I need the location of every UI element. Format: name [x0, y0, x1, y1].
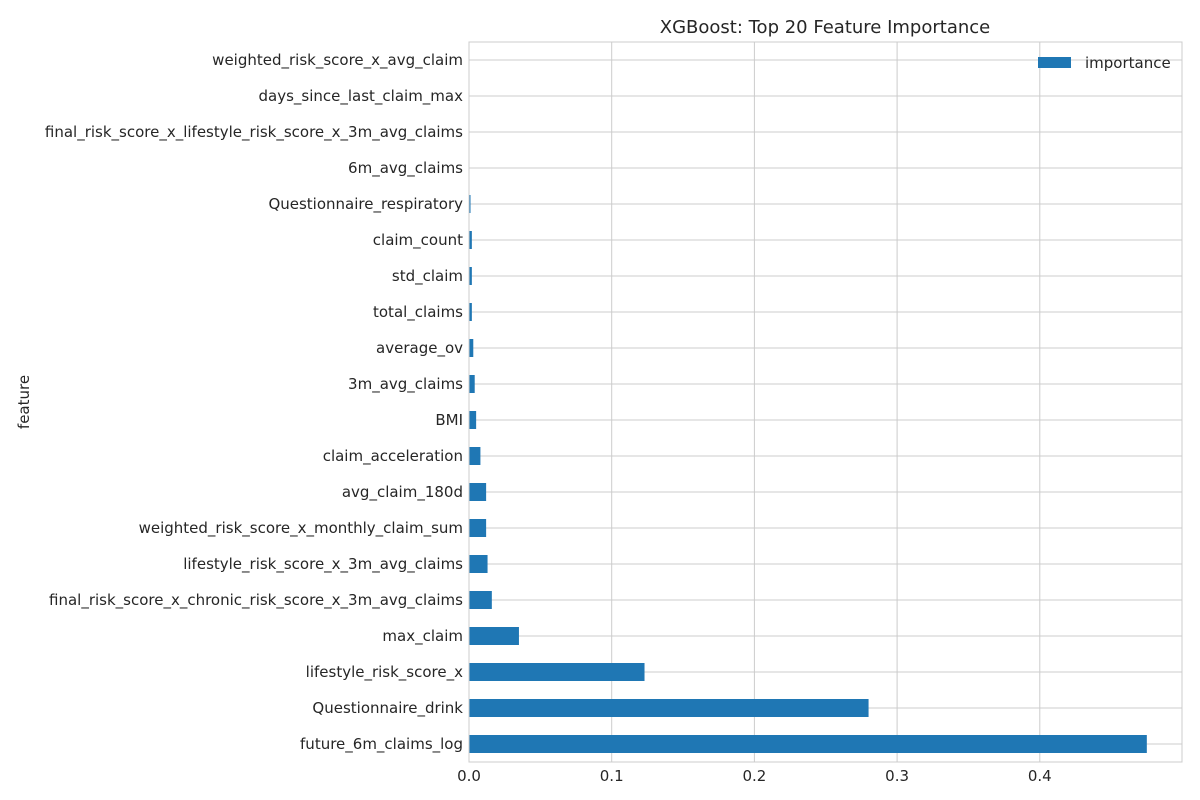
x-tick-label: 0.1	[600, 767, 624, 785]
y-tick-label: total_claims	[373, 303, 463, 322]
bar-future_6m_claims_log	[469, 735, 1147, 753]
bar-average_ov	[469, 339, 474, 357]
y-tick-labels: future_6m_claims_log Questionnaire_drink l…	[45, 51, 463, 754]
bar-BMI	[469, 411, 477, 429]
x-tick-label: 0.4	[1028, 767, 1052, 785]
y-tick-label: 6m_avg_claims	[348, 159, 463, 178]
y-tick-label: final_risk_score_x_chronic_risk_score_x_…	[49, 591, 463, 610]
bar-lifestyle_risk_score_x_3m_avg_claims	[469, 555, 488, 573]
bar-3m_avg_claims	[469, 375, 475, 393]
y-tick-label: lifestyle_risk_score_x_3m_avg_claims	[183, 555, 463, 574]
y-tick-label: future_6m_claims_log	[300, 735, 463, 754]
y-tick-label: claim_acceleration	[323, 447, 463, 466]
y-tick-label: weighted_risk_score_x_monthly_claim_sum	[139, 519, 463, 538]
y-tick-label: BMI	[435, 411, 463, 429]
bar-Questionnaire_drink	[469, 699, 869, 717]
y-tick-label: claim_count	[373, 231, 463, 250]
y-tick-label: weighted_risk_score_x_avg_claim	[212, 51, 463, 70]
bars	[469, 195, 1147, 753]
x-tick-label: 0.0	[457, 767, 481, 785]
y-tick-label: max_claim	[382, 627, 463, 646]
y-axis-label: feature	[15, 375, 33, 429]
bar-std_claim	[469, 267, 472, 285]
y-tick-label: avg_claim_180d	[342, 483, 463, 502]
y-tick-label: days_since_last_claim_max	[259, 87, 464, 106]
bar-final_risk_score_x_chronic_risk_score_x_3m_avg_claims	[469, 591, 492, 609]
chart-title: XGBoost: Top 20 Feature Importance	[660, 17, 991, 38]
legend: importance	[1038, 54, 1171, 72]
y-tick-label: Questionnaire_respiratory	[268, 195, 463, 214]
bar-weighted_risk_score_x_monthly_claim_sum	[469, 519, 487, 537]
y-tick-label: average_ov	[376, 339, 463, 358]
x-tick-label: 0.3	[885, 767, 909, 785]
x-tick-labels: 0.0 0.1 0.2 0.3 0.4	[457, 767, 1052, 785]
bar-claim_count	[469, 231, 472, 249]
x-tick-label: 0.2	[742, 767, 766, 785]
y-tick-label: lifestyle_risk_score_x	[306, 663, 463, 682]
y-tick-label: std_claim	[392, 267, 463, 286]
legend-swatch	[1038, 57, 1071, 68]
y-tick-label: 3m_avg_claims	[348, 375, 463, 394]
grid-lines	[469, 42, 1182, 762]
y-tick-label: Questionnaire_drink	[312, 699, 463, 718]
bar-claim_acceleration	[469, 447, 481, 465]
bar-total_claims	[469, 303, 472, 321]
bar-avg_claim_180d	[469, 483, 487, 501]
plot-frame	[468, 41, 1183, 763]
y-tick-label: final_risk_score_x_lifestyle_risk_score_…	[45, 123, 463, 142]
bar-max_claim	[469, 627, 519, 645]
bar-Questionnaire_respiratory	[469, 195, 471, 213]
legend-label: importance	[1085, 54, 1171, 72]
bar-lifestyle_risk_score_x	[469, 663, 645, 681]
